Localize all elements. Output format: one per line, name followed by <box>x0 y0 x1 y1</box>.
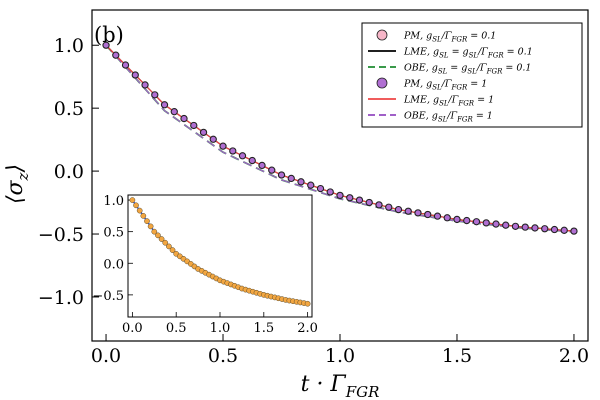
series-marker-3 <box>239 152 246 160</box>
x-axis-label: t · ΓFGR <box>301 372 380 400</box>
series-marker-3 <box>326 188 334 196</box>
main-plot: 0.0 0.5 1.0 1.5 2.0 −1.0 −0.5 0.0 0.5 1.0 <box>38 9 589 367</box>
series-marker-3 <box>278 171 285 179</box>
y-tick-label: 1.0 <box>54 35 84 57</box>
inset-series-marker <box>169 247 176 253</box>
legend-label-2: OBE, gSL = gSL/ΓFGR = 0.1 <box>404 63 531 76</box>
inset-series-marker <box>166 243 172 250</box>
series-marker-3 <box>180 115 188 122</box>
inset-x-tick-label: 1.0 <box>210 321 231 336</box>
series-marker-3 <box>171 108 178 115</box>
series-marker-3 <box>365 199 373 206</box>
series-marker-3 <box>473 218 480 225</box>
inset-x-tick-label: 0.5 <box>166 321 187 336</box>
series-marker-3 <box>141 81 149 89</box>
inset-series-marker <box>133 202 139 209</box>
x-tick-label: 0.0 <box>91 345 121 367</box>
series-marker-3 <box>200 129 207 136</box>
series-marker-3 <box>190 122 198 129</box>
series-marker-3 <box>443 214 451 222</box>
inset-x-tick-label: 1.5 <box>253 321 274 336</box>
legend: PM, gSL/ΓFGR = 0.1 LME, gSL = gSL/ΓFGR = … <box>361 22 583 128</box>
inset-series-marker <box>155 232 161 239</box>
x-tick-label: 0.5 <box>208 345 238 367</box>
series-marker-3 <box>375 201 383 209</box>
inset-series-marker <box>162 239 169 246</box>
inset-y-tick-label: 1.0 <box>103 194 124 209</box>
legend-label-4: LME, gSL/ΓFGR = 1 <box>403 95 494 108</box>
inset-series-marker <box>158 236 165 242</box>
series-marker-3 <box>210 136 217 143</box>
y-tick-label: −1.0 <box>38 287 84 309</box>
inset-y-tick-label: 0.0 <box>103 257 124 272</box>
series-marker-3 <box>482 219 490 227</box>
x-tick-label: 1.5 <box>442 345 472 367</box>
series-marker-3 <box>229 147 237 155</box>
series-marker-3 <box>531 224 539 232</box>
series-marker-3 <box>336 192 344 199</box>
series-marker-3 <box>297 178 305 186</box>
legend-marker-0 <box>376 29 388 41</box>
series-marker-3 <box>512 223 519 230</box>
series-marker-3 <box>551 226 558 233</box>
inset-series-marker <box>147 223 154 230</box>
series-marker-3 <box>132 71 139 79</box>
series-marker-3 <box>219 142 227 150</box>
series-marker-3 <box>424 211 431 218</box>
series-marker-3 <box>492 220 500 228</box>
series-marker-3 <box>414 209 422 217</box>
inset-series-marker <box>140 213 147 219</box>
panel-label: (b) <box>94 23 124 47</box>
series-marker-3 <box>249 157 256 164</box>
series-marker-3 <box>288 175 295 182</box>
series-marker-3 <box>268 166 276 174</box>
series-marker-3 <box>356 196 363 204</box>
x-tick-label: 1.0 <box>325 345 355 367</box>
legend-box <box>361 22 583 128</box>
y-tick-label: −0.5 <box>38 224 84 246</box>
series-marker-3 <box>541 225 548 232</box>
series-marker-3 <box>453 216 461 223</box>
legend-marker-3 <box>376 77 388 89</box>
inset-series-marker <box>129 197 136 203</box>
inset-series-marker <box>136 207 143 214</box>
series-marker-3 <box>112 51 120 59</box>
y-tick-label: 0.0 <box>54 161 84 183</box>
series-marker-3 <box>317 185 324 192</box>
x-tick-label: 2.0 <box>559 345 589 367</box>
series-marker-3 <box>463 217 470 224</box>
inset-y-tick-label: −0.5 <box>92 289 124 304</box>
inset-x-tick-label: 2.0 <box>297 321 318 336</box>
series-marker-3 <box>570 227 578 235</box>
series-marker-3 <box>258 162 266 169</box>
series-marker-3 <box>122 61 129 69</box>
inset-x-tick-label: 0.0 <box>122 321 143 336</box>
series-marker-3 <box>521 223 529 231</box>
y-tick-label: 0.5 <box>54 98 84 120</box>
legend-label-0: PM, gSL/ΓFGR = 0.1 <box>403 31 496 44</box>
inset-plot: 0.0 0.5 1.0 1.5 2.0 −0.5 0.0 0.5 1.0 <box>92 194 318 336</box>
series-marker-3 <box>502 221 509 229</box>
series-marker-3 <box>151 91 159 99</box>
legend-label-3: PM, gSL/ΓFGR = 1 <box>403 79 487 92</box>
legend-label-1: LME, gSL = gSL/ΓFGR = 0.1 <box>403 47 533 60</box>
inset-series-marker <box>151 228 158 235</box>
series-marker-3 <box>560 227 568 234</box>
series-marker-3 <box>307 181 315 189</box>
inset-series-marker <box>144 218 150 224</box>
series-marker-3 <box>395 206 402 213</box>
series-marker-3 <box>346 194 354 202</box>
legend-label-5: OBE, gSL/ΓFGR = 1 <box>404 111 493 124</box>
series-marker-3 <box>102 41 110 49</box>
series-marker-3 <box>434 212 441 220</box>
inset-y-tick-label: 0.5 <box>103 226 124 241</box>
inset-series-marker <box>304 300 311 307</box>
y-axis-label: ⟨σz⟩ <box>3 164 32 204</box>
series-marker-3 <box>161 101 168 109</box>
series-marker-3 <box>385 203 392 211</box>
series-marker-3 <box>404 207 412 215</box>
